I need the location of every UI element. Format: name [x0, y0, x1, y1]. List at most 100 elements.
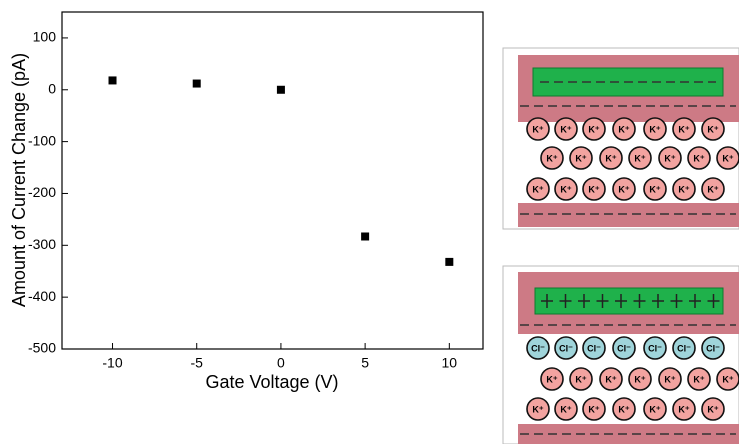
ion-label: K⁺: [649, 404, 660, 414]
ion-label: Cl⁻: [677, 343, 691, 353]
ion-label: K⁺: [664, 374, 675, 384]
ion-label: K⁺: [649, 184, 660, 194]
ion-label: Cl⁻: [587, 343, 601, 353]
x-tick-label: -10: [102, 355, 122, 371]
potassium-ion: [687, 146, 711, 170]
ion-label: K⁺: [560, 124, 571, 134]
ion-label: K⁺: [532, 184, 543, 194]
potassium-ion: [687, 367, 711, 391]
data-point: [445, 257, 454, 266]
ion-label: Cl⁻: [559, 343, 573, 353]
data-point: [276, 85, 285, 94]
y-axis-title: Amount of Current Change (pA): [9, 53, 29, 307]
potassium-ion: [554, 397, 578, 421]
potassium-ion: [658, 367, 682, 391]
y-tick-label: -300: [28, 236, 56, 252]
plus-sign: [633, 294, 646, 308]
potassium-ion: [582, 177, 606, 201]
y-tick-label: -200: [28, 184, 56, 200]
data-point: [361, 232, 370, 241]
plus-sign: [615, 294, 627, 308]
x-tick-label: 5: [361, 355, 369, 371]
ion-label: K⁺: [618, 124, 629, 134]
ion-label: K⁺: [678, 124, 689, 134]
ion-label: K⁺: [546, 153, 557, 163]
chloride-ion: [554, 336, 578, 360]
potassium-ion: [526, 397, 550, 421]
ion-label: K⁺: [575, 374, 586, 384]
plus-sign: [652, 294, 664, 308]
ion-label: K⁺: [707, 184, 718, 194]
ion-label: K⁺: [605, 153, 616, 163]
plus-sign: [559, 294, 572, 308]
ion-label: K⁺: [560, 404, 571, 414]
ion-label: K⁺: [588, 184, 599, 194]
potassium-ion: [526, 177, 550, 201]
ion-label: K⁺: [678, 404, 689, 414]
ion-label: Cl⁻: [617, 343, 631, 353]
potassium-ion: [716, 367, 739, 391]
ion-label: K⁺: [722, 374, 733, 384]
x-tick-label: -5: [190, 355, 203, 371]
ion-label: K⁺: [693, 153, 704, 163]
ion-label: Cl⁻: [531, 343, 545, 353]
ion-label: K⁺: [588, 124, 599, 134]
ion-label: K⁺: [634, 153, 645, 163]
ion-label: K⁺: [649, 124, 660, 134]
positive-charges: [541, 294, 720, 308]
potassium-ion: [612, 177, 636, 201]
ion-label: K⁺: [707, 404, 718, 414]
ion-label: K⁺: [588, 404, 599, 414]
ion-label: K⁺: [575, 153, 586, 163]
plot-frame: [61, 11, 484, 350]
potassium-ion: [554, 117, 578, 141]
data-point: [108, 76, 117, 85]
chloride-ion: [701, 336, 725, 360]
ion-label: K⁺: [605, 374, 616, 384]
potassium-ion: [643, 177, 667, 201]
chloride-ion: [643, 336, 667, 360]
potassium-ion: [540, 146, 564, 170]
potassium-ion: [701, 117, 725, 141]
potassium-ion: [569, 146, 593, 170]
ion-label: K⁺: [532, 404, 543, 414]
potassium-ion: [643, 117, 667, 141]
y-tick-label: 0: [48, 80, 56, 96]
data-point: [192, 79, 201, 88]
ion-label: K⁺: [693, 374, 704, 384]
ion-label: K⁺: [678, 184, 689, 194]
potassium-ion: [672, 117, 696, 141]
ion-label: K⁺: [634, 374, 645, 384]
wall-layer: [518, 424, 739, 444]
potassium-ion: [672, 177, 696, 201]
plus-sign: [670, 294, 683, 308]
plus-sign: [707, 294, 720, 308]
plus-sign: [578, 294, 590, 308]
ion-label: K⁺: [532, 124, 543, 134]
charge-lines: [520, 81, 736, 435]
potassium-ion: [612, 397, 636, 421]
ion-label: K⁺: [560, 184, 571, 194]
plus-sign: [596, 294, 609, 308]
potassium-ion: [599, 146, 623, 170]
potassium-ion: [540, 367, 564, 391]
wall-layer: [518, 203, 739, 227]
potassium-ion: [599, 367, 623, 391]
ion-label: K⁺: [664, 153, 675, 163]
potassium-ion: [643, 397, 667, 421]
y-tick-label: -500: [28, 340, 56, 356]
plus-sign: [689, 294, 701, 308]
diagrams: K⁺ K⁺ K⁺ K⁺ K⁺ K⁺ K⁺ K⁺ K⁺ K⁺ K⁺ K⁺ K⁺ K⁺ K⁺ K⁺ K⁺ K⁺ K⁺ K⁺…: [502, 47, 739, 444]
potassium-ion: [582, 397, 606, 421]
potassium-ion: [701, 397, 725, 421]
chloride-ion: [612, 336, 636, 360]
ion-label: K⁺: [546, 374, 557, 384]
x-tick-label: 10: [442, 355, 458, 371]
y-tick-label: -100: [28, 132, 56, 148]
chloride-ion: [526, 336, 550, 360]
ion-label: K⁺: [707, 124, 718, 134]
potassium-ion: [672, 397, 696, 421]
ion-label: K⁺: [722, 153, 733, 163]
ion-label: Cl⁻: [706, 343, 720, 353]
